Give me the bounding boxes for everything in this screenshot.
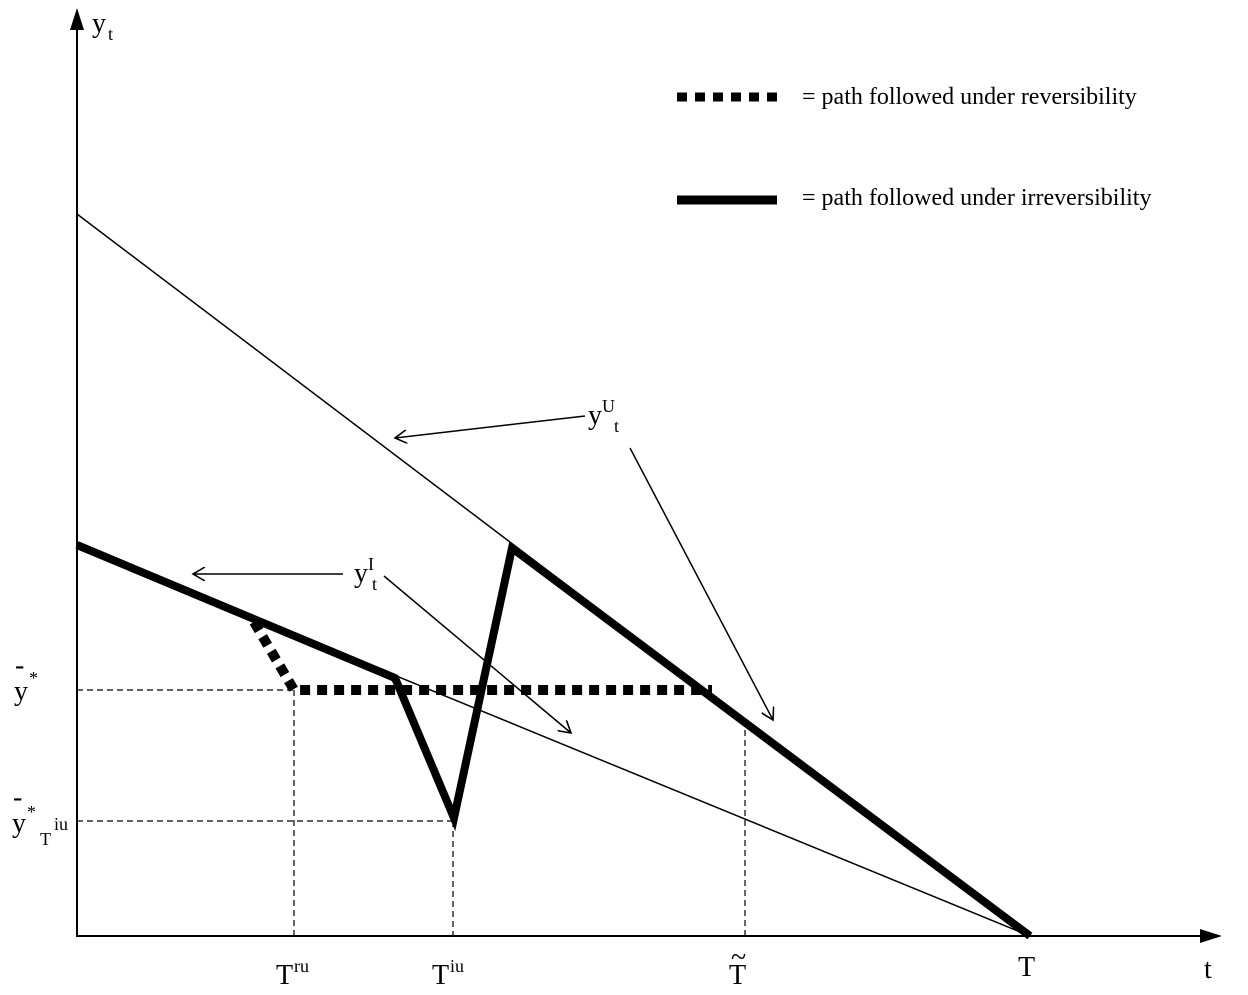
legend: = path followed under reversibility = pa…: [677, 84, 1151, 211]
svg-text:*: *: [29, 668, 38, 688]
svg-text:y: y: [354, 558, 368, 589]
upper-curve-label: y U t: [588, 396, 619, 436]
svg-text:T: T: [276, 960, 293, 990]
x-axis-label: t: [1204, 954, 1212, 985]
lower-curve-label: y I t: [354, 554, 377, 594]
y-axis-label: y t: [92, 8, 113, 44]
reversibility-path: [249, 619, 712, 695]
y-axis-arrowhead: [70, 8, 84, 30]
svg-text:-: -: [15, 650, 24, 681]
svg-text:ru: ru: [294, 956, 309, 976]
svg-text:y: y: [92, 8, 106, 39]
tick-y-star: y - *: [14, 650, 38, 707]
svg-text:U: U: [602, 396, 615, 416]
svg-text:t: t: [614, 416, 619, 436]
svg-text:I: I: [368, 554, 374, 574]
tick-t-tilde: T ~: [729, 942, 746, 991]
tick-t-ru: T ru: [276, 956, 309, 991]
svg-text:y: y: [14, 676, 28, 707]
lower-label-arrow-2: [383, 575, 571, 733]
svg-text:T: T: [729, 960, 746, 990]
upper-label-arrow-2: [629, 447, 773, 720]
tick-y-star-tiu: y - * T iu: [12, 782, 68, 849]
upper-label-arrow-1: [395, 415, 586, 438]
svg-text:~: ~: [731, 942, 746, 973]
svg-text:iu: iu: [54, 814, 68, 834]
tick-t-end: T: [1018, 952, 1035, 983]
svg-text:t: t: [372, 574, 377, 594]
irreversibility-path: [75, 541, 1033, 940]
svg-text:T: T: [432, 960, 449, 990]
x-axis-arrowhead: [1200, 929, 1222, 943]
legend-irreversibility-text: = path followed under irreversibility: [802, 185, 1151, 211]
legend-reversibility-text: = path followed under reversibility: [802, 84, 1137, 110]
tick-t-iu: T iu: [432, 956, 464, 991]
svg-text:y: y: [588, 400, 602, 431]
svg-text:T: T: [40, 829, 51, 849]
svg-text:iu: iu: [450, 956, 464, 976]
svg-text:*: *: [27, 802, 36, 822]
svg-text:-: -: [13, 782, 22, 813]
svg-text:t: t: [108, 24, 113, 44]
svg-text:y: y: [12, 808, 26, 839]
